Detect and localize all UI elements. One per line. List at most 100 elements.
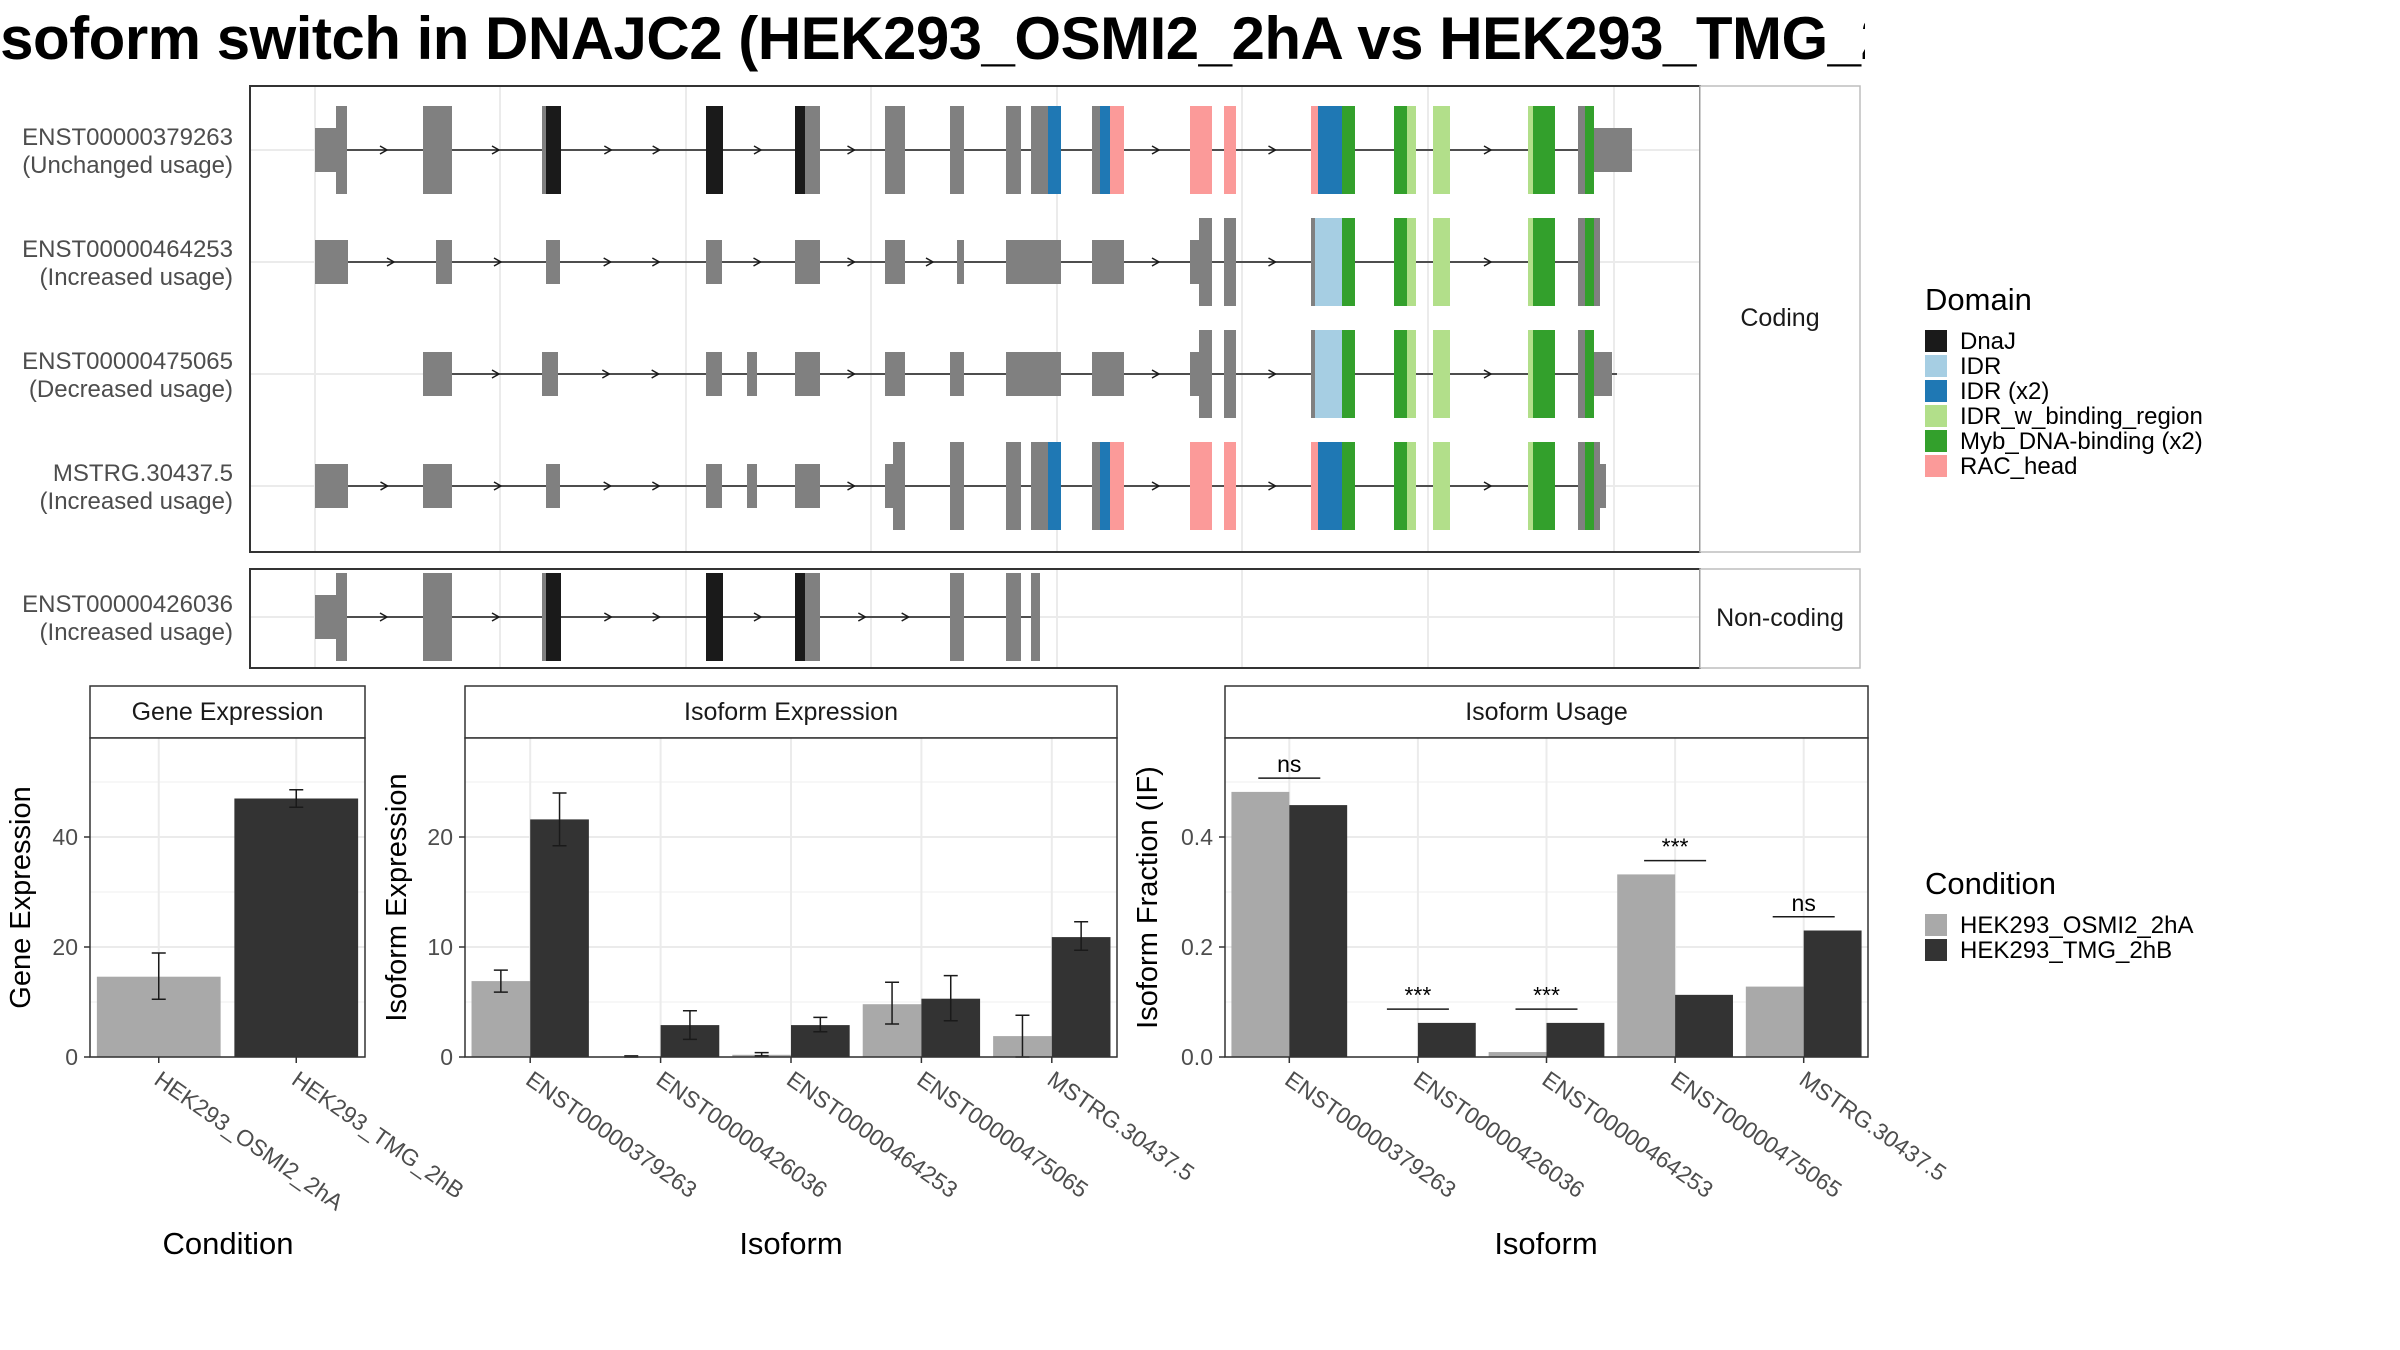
y-tick-label: 0 bbox=[440, 1044, 453, 1070]
bar bbox=[1488, 1052, 1547, 1057]
transcript-label: ENST00000464253(Increased usage) bbox=[22, 236, 233, 291]
domain-legend-label: IDR_w_binding_region bbox=[1960, 403, 2203, 430]
exon-segment bbox=[1031, 106, 1048, 194]
intron-arrow bbox=[651, 257, 661, 267]
intron-arrow bbox=[493, 481, 503, 491]
transcript-usage: (Increased usage) bbox=[40, 488, 233, 515]
significance-label: *** bbox=[1404, 982, 1431, 1008]
exon-segment bbox=[1433, 218, 1450, 306]
exon-segment bbox=[1006, 240, 1061, 284]
transcript-model bbox=[315, 442, 1606, 530]
exon-segment bbox=[1092, 240, 1124, 284]
exon-segment bbox=[885, 106, 905, 194]
error-bar bbox=[943, 974, 958, 1022]
intron-arrow bbox=[601, 369, 611, 379]
exon-segment bbox=[1578, 330, 1585, 418]
intron-arrow bbox=[651, 481, 661, 491]
error-bar bbox=[682, 1010, 697, 1041]
intron-arrow bbox=[1268, 145, 1278, 155]
exon-segment bbox=[546, 106, 561, 194]
intron-arrow bbox=[753, 257, 763, 267]
exon-segment bbox=[315, 595, 336, 639]
y-tick-label: 0.4 bbox=[1181, 824, 1213, 850]
y-tick-label: 0 bbox=[65, 1044, 78, 1070]
y-tick-label: 40 bbox=[52, 824, 78, 850]
transcript-id: ENST00000475065 bbox=[22, 348, 233, 375]
exon-segment bbox=[1578, 106, 1585, 194]
exon-segment bbox=[1342, 330, 1355, 418]
exon-segment bbox=[706, 573, 723, 661]
domain-legend-swatch bbox=[1925, 330, 1947, 352]
y-tick-label: 0.2 bbox=[1181, 934, 1213, 960]
chart-strip-title: Gene Expression bbox=[132, 698, 324, 726]
intron-arrow bbox=[753, 145, 763, 155]
domain-legend-swatch bbox=[1925, 405, 1947, 427]
intron-arrow bbox=[1151, 369, 1161, 379]
intron-arrow bbox=[603, 145, 613, 155]
exon-segment bbox=[1311, 442, 1318, 530]
domain-legend-label: DnaJ bbox=[1960, 328, 2016, 355]
intron-arrow bbox=[652, 145, 662, 155]
domain-legend-label: Myb_DNA-binding (x2) bbox=[1960, 428, 2203, 455]
condition-legend-label: HEK293_TMG_2hB bbox=[1960, 937, 2172, 964]
exon-segment bbox=[1394, 442, 1407, 530]
exon-segment bbox=[423, 464, 452, 508]
exon-segment bbox=[542, 352, 558, 396]
error-bar bbox=[754, 1051, 769, 1057]
exon-segment bbox=[1092, 106, 1100, 194]
exon-segment bbox=[1600, 464, 1606, 508]
intron-arrow bbox=[925, 257, 935, 267]
y-axis-title: Isoform Fraction (IF) bbox=[1132, 766, 1164, 1029]
transcript-model bbox=[315, 106, 1632, 194]
exon-segment bbox=[1533, 106, 1555, 194]
exon-segment bbox=[1031, 573, 1040, 661]
transcript-id: ENST00000464253 bbox=[22, 236, 233, 263]
facet-label-noncoding: Non-coding bbox=[1716, 604, 1844, 632]
exon-segment bbox=[1311, 106, 1318, 194]
y-tick-label: 20 bbox=[52, 934, 78, 960]
exon-segment bbox=[795, 464, 820, 508]
bar bbox=[1417, 1022, 1476, 1057]
facet-strip bbox=[89, 685, 366, 739]
intron-arrow bbox=[753, 612, 763, 622]
transcript-model bbox=[423, 330, 1617, 418]
chart-strip-title: Isoform Expression bbox=[684, 698, 898, 726]
transcript-usage: (Increased usage) bbox=[40, 264, 233, 291]
transcript-label: ENST00000475065(Decreased usage) bbox=[22, 348, 233, 403]
exon-segment bbox=[1199, 330, 1212, 418]
exon-segment bbox=[1110, 442, 1124, 530]
bar bbox=[1617, 874, 1676, 1057]
bar bbox=[1051, 937, 1111, 1057]
exon-segment bbox=[795, 106, 805, 194]
exon-segment bbox=[950, 352, 964, 396]
exon-segment bbox=[315, 464, 348, 508]
condition-legend-swatch bbox=[1925, 914, 1947, 936]
y-tick-label: 0.0 bbox=[1181, 1044, 1213, 1070]
chart-strip-title: Isoform Usage bbox=[1465, 698, 1628, 726]
exon-segment bbox=[1110, 106, 1124, 194]
x-axis-title: Isoform bbox=[1494, 1226, 1597, 1261]
domain-legend-label: IDR (x2) bbox=[1960, 378, 2049, 405]
exon-segment bbox=[795, 352, 820, 396]
exon-segment bbox=[747, 352, 757, 396]
exon-segment bbox=[1224, 442, 1236, 530]
exon-segment bbox=[542, 573, 546, 661]
exon-segment bbox=[1006, 106, 1021, 194]
exon-segment bbox=[1190, 106, 1212, 194]
exon-segment bbox=[1594, 352, 1612, 396]
domain-legend-label: IDR bbox=[1960, 353, 2001, 380]
bar bbox=[234, 798, 359, 1057]
exon-segment bbox=[546, 573, 561, 661]
exon-segment bbox=[1585, 330, 1594, 418]
error-bar bbox=[813, 1016, 828, 1033]
exon-segment bbox=[706, 240, 722, 284]
intron-arrow bbox=[603, 257, 613, 267]
exon-segment bbox=[1006, 442, 1021, 530]
exon-segment bbox=[315, 128, 336, 172]
intron-arrow bbox=[847, 481, 857, 491]
exon-segment bbox=[1318, 106, 1342, 194]
bar bbox=[471, 981, 531, 1057]
exon-segment bbox=[1199, 218, 1212, 306]
exon-segment bbox=[957, 240, 964, 284]
exon-segment bbox=[1594, 128, 1632, 172]
